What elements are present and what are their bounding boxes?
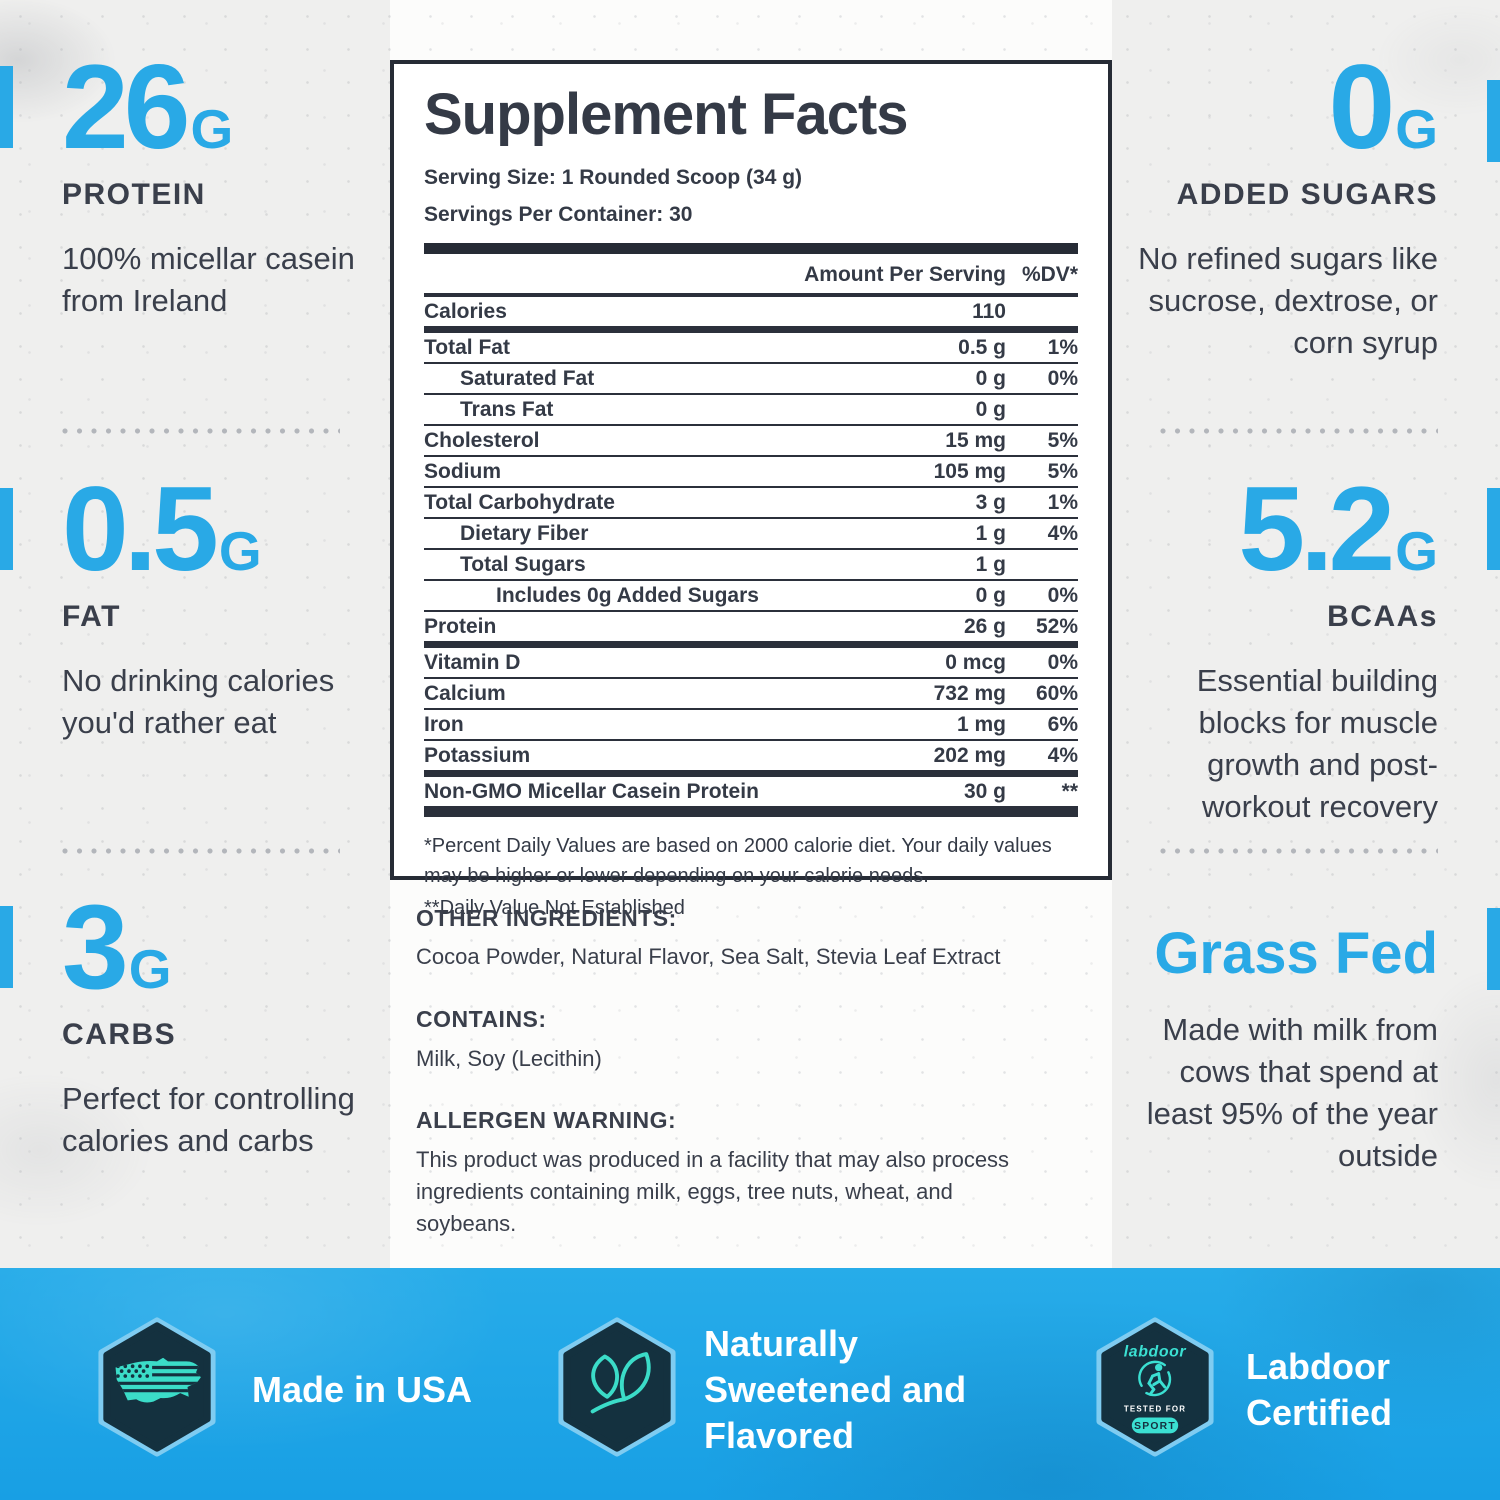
stat-description: No drinking calories you'd rather eat: [62, 663, 335, 741]
stat-label: BCAAs: [1327, 600, 1438, 634]
stat-bcaas: 5.2G BCAAs Essential building blocks for…: [1108, 462, 1438, 828]
stat-label: PROTEIN: [62, 178, 206, 212]
other-ingredients-label: OTHER INGREDIENTS:: [416, 905, 677, 931]
labdoor-badge: labdoor TESTED FOR SPORT: [1094, 1316, 1216, 1458]
nutrition-header-row: Amount Per Serving %DV*: [424, 254, 1078, 297]
naturally-sweetened-badge: [556, 1316, 678, 1458]
sport-pill-text: SPORT: [1134, 1421, 1176, 1432]
nutrition-row: Saturated Fat 0 g 0%: [424, 364, 1078, 395]
servings-per-container: Servings Per Container: 30: [424, 203, 693, 226]
nutrition-row: Total Sugars 1 g: [424, 550, 1078, 581]
allergen-warning-text: This product was produced in a facility …: [416, 1146, 1010, 1236]
accent-bar: [1487, 80, 1500, 162]
stat-value: 26G: [62, 40, 234, 174]
amount-header: Amount Per Serving: [804, 263, 1006, 286]
other-ingredients-text: Cocoa Powder, Natural Flavor, Sea Salt, …: [416, 944, 1001, 970]
dv-not-established-footnote: **Daily Value Not Established: [424, 897, 685, 919]
stat-grass-fed: Grass Fed Made with milk from cows that …: [1108, 925, 1438, 1176]
accent-bar: [0, 906, 13, 988]
stat-label: ADDED SUGARS: [1176, 178, 1438, 212]
nutrition-row: Total Carbohydrate 3 g 1%: [424, 488, 1078, 519]
dv-header: %DV*: [1021, 263, 1078, 286]
made-in-usa-label: Made in USA: [252, 1368, 473, 1410]
nutrition-row: Includes 0g Added Sugars 0 g 0%: [424, 581, 1078, 612]
spacer: [416, 1074, 1084, 1104]
made-in-usa-badge: [96, 1316, 218, 1458]
stat-description: 100% micellar casein from Ireland: [62, 241, 355, 319]
nutrition-row: Iron 1 mg 6%: [424, 710, 1078, 741]
accent-bar: [0, 66, 13, 148]
dotted-separator: [1160, 848, 1438, 854]
nutrition-row: Cholesterol 15 mg 5%: [424, 426, 1078, 457]
allergen-warning-label: ALLERGEN WARNING:: [416, 1107, 677, 1134]
stat-value: 0G: [1328, 40, 1438, 174]
dotted-separator: [62, 848, 340, 854]
nutrition-row: Potassium 202 mg 4%: [424, 741, 1078, 777]
stat-protein: 26G PROTEIN 100% micellar casein from Ir…: [62, 40, 392, 322]
stat-added-sugars: 0G ADDED SUGARS No refined sugars like s…: [1108, 40, 1438, 364]
tested-for-text: TESTED FOR: [1124, 1404, 1186, 1413]
dv-footnote: *Percent Daily Values are based on 2000 …: [424, 835, 1052, 887]
stat-fat: 0.5G FAT No drinking calories you'd rath…: [62, 462, 392, 744]
naturally-sweetened-label: Naturally Sweetened and Flavored: [704, 1322, 967, 1457]
accent-bar: [1487, 908, 1500, 990]
nutrition-row: Dietary Fiber 1 g 4%: [424, 519, 1078, 550]
grass-fed-title: Grass Fed: [1154, 921, 1438, 986]
panel-title: Supplement Facts: [424, 82, 909, 147]
thick-rule: [424, 243, 1078, 254]
bottom-band: [0, 1268, 1500, 1500]
svg-text:labdoor: labdoor: [1124, 1344, 1187, 1361]
nutrition-row: Calcium 732 mg 60%: [424, 679, 1078, 710]
stat-description: Perfect for controlling calories and car…: [62, 1081, 355, 1159]
stat-description: Essential building blocks for muscle gro…: [1196, 663, 1438, 824]
nutrition-row: Sodium 105 mg 5%: [424, 457, 1078, 488]
contains-label: CONTAINS:: [416, 1006, 547, 1033]
stat-value: 5.2G: [1238, 462, 1438, 596]
usa-map-flag-icon: [98, 1317, 216, 1457]
serving-size: Serving Size: 1 Rounded Scoop (34 g): [424, 166, 803, 189]
dotted-separator: [1160, 428, 1438, 434]
stat-unit: G: [1395, 98, 1438, 160]
stat-value: 0.5G: [62, 462, 262, 596]
stat-unit: G: [218, 520, 262, 582]
supplement-facts-panel: Supplement Facts Serving Size: 1 Rounded…: [390, 60, 1112, 919]
nutrition-row: Total Fat 0.5 g 1%: [424, 333, 1078, 364]
stat-carbs: 3G CARBS Perfect for controlling calorie…: [62, 880, 392, 1162]
labdoor-certified-label: Labdoor Certified: [1246, 1345, 1393, 1433]
dotted-separator: [62, 428, 340, 434]
stat-unit: G: [190, 98, 234, 160]
nutrition-row: Protein 26 g 52%: [424, 612, 1078, 648]
spacer: [416, 973, 1084, 1003]
stat-description: No refined sugars like sucrose, dextrose…: [1138, 241, 1438, 361]
stat-description: Made with milk from cows that spend at l…: [1146, 1012, 1438, 1173]
ingredients-block: OTHER INGREDIENTS: Cocoa Powder, Natural…: [416, 902, 1084, 1239]
stat-label: FAT: [62, 600, 121, 634]
stat-value: 3G: [62, 880, 172, 1014]
nutrition-row: Vitamin D 0 mcg 0%: [424, 648, 1078, 679]
labdoor-icon: labdoor TESTED FOR SPORT: [1096, 1317, 1214, 1457]
nutrition-row: Trans Fat 0 g: [424, 395, 1078, 426]
accent-bar: [1487, 488, 1500, 570]
leaves-icon: [558, 1317, 676, 1457]
accent-bar: [0, 488, 13, 570]
stat-unit: G: [1395, 520, 1438, 582]
nutrition-row: Calories 110: [424, 297, 1078, 333]
contains-text: Milk, Soy (Lecithin): [416, 1045, 602, 1071]
stat-unit: G: [128, 938, 172, 1000]
stat-label: CARBS: [62, 1018, 177, 1052]
nutrition-row: Non-GMO Micellar Casein Protein 30 g **: [424, 777, 1078, 817]
